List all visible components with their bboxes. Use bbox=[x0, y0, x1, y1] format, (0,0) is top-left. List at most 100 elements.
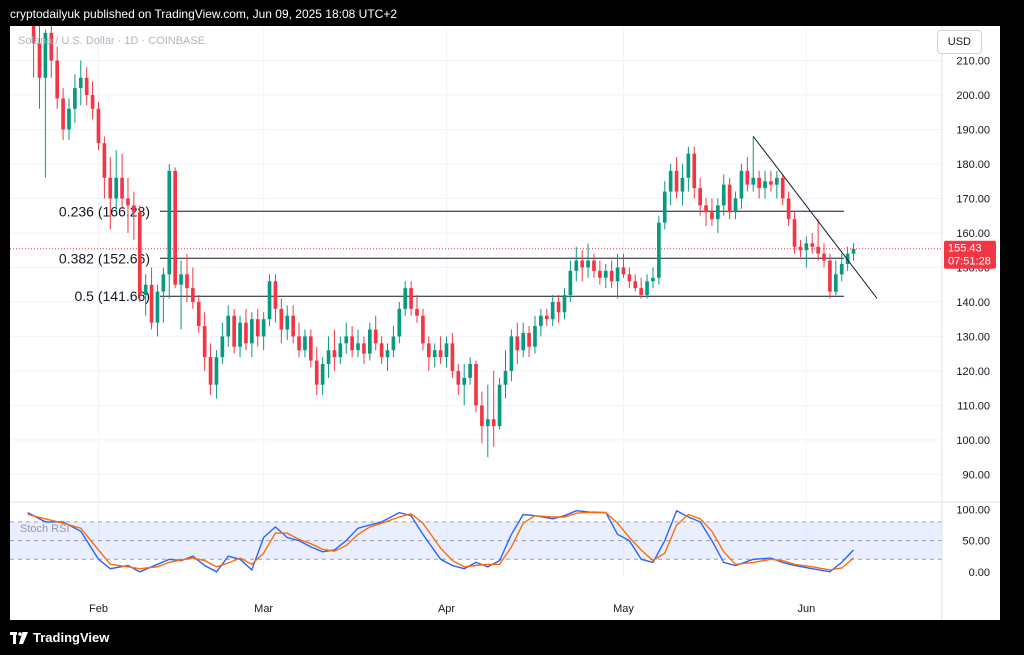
candle[interactable] bbox=[385, 343, 390, 371]
candle[interactable] bbox=[90, 81, 95, 120]
candle[interactable] bbox=[745, 157, 750, 192]
candle[interactable] bbox=[267, 274, 272, 327]
candle[interactable] bbox=[273, 274, 278, 323]
candle[interactable] bbox=[155, 284, 160, 337]
candle[interactable] bbox=[521, 322, 526, 358]
candle[interactable] bbox=[403, 281, 408, 316]
candle[interactable] bbox=[574, 246, 579, 282]
candle[interactable] bbox=[780, 174, 785, 206]
candle[interactable] bbox=[362, 336, 366, 365]
candle[interactable] bbox=[49, 12, 54, 78]
price-axis[interactable]: 90.00100.00110.00120.00130.00140.00150.0… bbox=[956, 55, 990, 481]
candle[interactable] bbox=[250, 312, 254, 358]
candle[interactable] bbox=[474, 360, 478, 413]
candle[interactable] bbox=[338, 336, 343, 365]
candle[interactable] bbox=[615, 253, 620, 299]
candle[interactable] bbox=[757, 170, 761, 199]
candle[interactable] bbox=[391, 326, 396, 358]
candle[interactable] bbox=[185, 253, 189, 302]
candle[interactable] bbox=[456, 364, 461, 396]
candle[interactable] bbox=[562, 288, 567, 320]
candle[interactable] bbox=[173, 167, 177, 289]
candle[interactable] bbox=[379, 336, 384, 365]
candle[interactable] bbox=[609, 260, 614, 289]
candle[interactable] bbox=[533, 315, 537, 354]
candle[interactable] bbox=[662, 181, 667, 230]
candle[interactable] bbox=[480, 391, 484, 444]
candle[interactable] bbox=[816, 219, 820, 261]
candle[interactable] bbox=[214, 350, 219, 399]
candle[interactable] bbox=[556, 295, 561, 323]
candlestick-series[interactable] bbox=[31, 0, 856, 458]
candle[interactable] bbox=[426, 336, 431, 371]
candle[interactable] bbox=[415, 295, 419, 323]
candle[interactable] bbox=[851, 243, 856, 261]
candle[interactable] bbox=[303, 329, 307, 358]
candle[interactable] bbox=[108, 157, 113, 230]
candle[interactable] bbox=[763, 170, 767, 199]
candle[interactable] bbox=[114, 150, 119, 213]
candle[interactable] bbox=[102, 136, 107, 199]
candle[interactable] bbox=[149, 267, 154, 330]
candle[interactable] bbox=[568, 260, 573, 302]
candle[interactable] bbox=[621, 253, 626, 278]
candle[interactable] bbox=[202, 312, 207, 371]
candle[interactable] bbox=[721, 174, 726, 216]
candle[interactable] bbox=[31, 0, 36, 78]
candle[interactable] bbox=[238, 315, 242, 358]
candle[interactable] bbox=[733, 191, 738, 220]
candle[interactable] bbox=[161, 267, 166, 323]
candle[interactable] bbox=[255, 308, 260, 347]
candle[interactable] bbox=[515, 322, 520, 365]
candle[interactable] bbox=[739, 163, 744, 209]
candle[interactable] bbox=[326, 336, 331, 378]
candle[interactable] bbox=[208, 343, 213, 396]
candle[interactable] bbox=[196, 295, 201, 333]
candle[interactable] bbox=[55, 46, 60, 109]
candle[interactable] bbox=[373, 315, 378, 351]
candle[interactable] bbox=[126, 177, 130, 233]
candle[interactable] bbox=[586, 243, 590, 278]
candle[interactable] bbox=[344, 322, 349, 354]
candle[interactable] bbox=[285, 305, 290, 340]
candle[interactable] bbox=[320, 357, 325, 396]
candle[interactable] bbox=[804, 236, 809, 268]
candle[interactable] bbox=[314, 346, 319, 396]
candle[interactable] bbox=[550, 295, 555, 327]
candle[interactable] bbox=[244, 308, 248, 351]
candle[interactable] bbox=[232, 308, 236, 354]
candle[interactable] bbox=[580, 250, 585, 282]
candle[interactable] bbox=[468, 357, 472, 385]
candle[interactable] bbox=[279, 298, 284, 344]
candle[interactable] bbox=[43, 29, 48, 178]
candle[interactable] bbox=[462, 364, 467, 406]
candle[interactable] bbox=[509, 329, 514, 382]
candle[interactable] bbox=[833, 260, 838, 296]
candle[interactable] bbox=[291, 305, 295, 344]
candle[interactable] bbox=[485, 384, 490, 458]
candle[interactable] bbox=[61, 88, 65, 140]
candle[interactable] bbox=[651, 267, 655, 289]
candle[interactable] bbox=[680, 163, 685, 206]
candle[interactable] bbox=[356, 329, 360, 358]
candle[interactable] bbox=[786, 191, 791, 227]
candle[interactable] bbox=[692, 146, 697, 199]
candle[interactable] bbox=[798, 239, 803, 258]
candle[interactable] bbox=[409, 281, 413, 316]
candle[interactable] bbox=[686, 146, 691, 192]
candle[interactable] bbox=[698, 177, 702, 216]
candle[interactable] bbox=[751, 136, 756, 192]
candle[interactable] bbox=[674, 157, 679, 199]
candle[interactable] bbox=[657, 215, 661, 285]
candle[interactable] bbox=[191, 267, 195, 309]
candle[interactable] bbox=[132, 191, 136, 240]
candle[interactable] bbox=[668, 163, 673, 206]
candle[interactable] bbox=[627, 267, 632, 289]
candle[interactable] bbox=[350, 326, 354, 358]
tradingview-brand[interactable]: TradingView bbox=[10, 630, 109, 645]
candle[interactable] bbox=[444, 336, 449, 368]
candle[interactable] bbox=[67, 98, 71, 140]
currency-button[interactable]: USD bbox=[936, 30, 982, 54]
candle[interactable] bbox=[845, 246, 850, 271]
candle[interactable] bbox=[450, 332, 455, 378]
